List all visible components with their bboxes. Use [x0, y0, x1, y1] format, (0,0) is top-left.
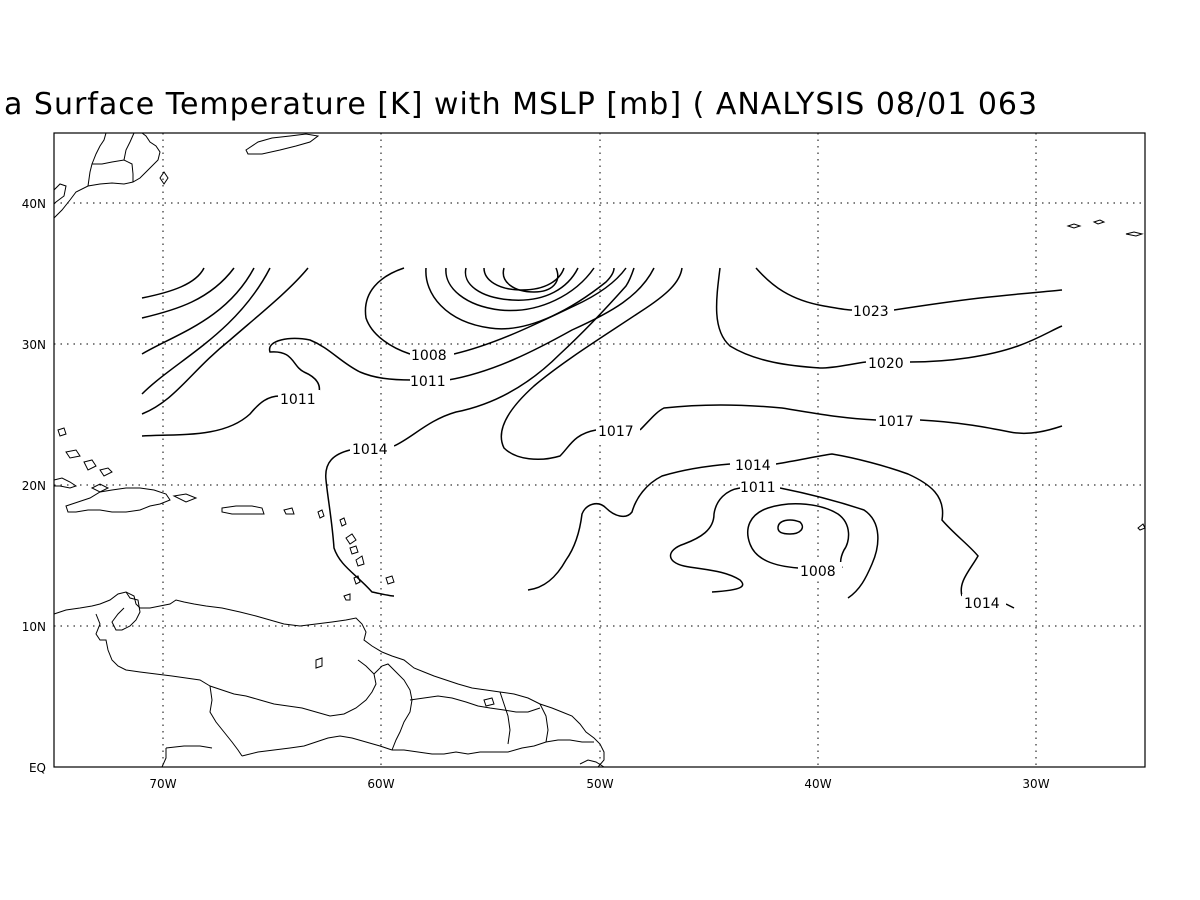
- contour-label: 1014: [735, 458, 771, 474]
- y-tick-label: 20N: [22, 479, 46, 493]
- graticule: [54, 133, 1145, 767]
- y-tick-label: 10N: [22, 620, 46, 634]
- contour-label: 1017: [878, 414, 914, 430]
- y-tick-label: EQ: [29, 761, 46, 775]
- x-tick-label: 70W: [149, 777, 176, 791]
- contour-label: 1011: [280, 392, 316, 408]
- x-axis-ticks: 70W 60W 50W 40W 30W: [149, 777, 1049, 791]
- contour-label: 1017: [598, 424, 634, 440]
- map-frame: [53, 132, 1146, 768]
- y-tick-label: 30N: [22, 338, 46, 352]
- isobars: [141, 267, 1063, 609]
- coastlines: [53, 132, 1146, 768]
- contour-label: 1020: [868, 356, 904, 372]
- contour-label: 1014: [352, 442, 388, 458]
- contour-label: 1014: [964, 596, 1000, 612]
- x-tick-label: 50W: [586, 777, 613, 791]
- contour-label-layer: 1023 1020 1017 1017 1014 1014 1014 1011 …: [278, 302, 1006, 612]
- x-tick-label: 60W: [367, 777, 394, 791]
- contour-label: 1011: [410, 374, 446, 390]
- y-tick-label: 40N: [22, 197, 46, 211]
- y-axis-ticks: EQ 10N 20N 30N 40N: [22, 197, 46, 775]
- contour-label: 1011: [740, 480, 776, 496]
- x-tick-label: 30W: [1022, 777, 1049, 791]
- x-tick-label: 40W: [804, 777, 831, 791]
- contour-label: 1023: [853, 304, 889, 320]
- contour-label: 1008: [800, 564, 836, 580]
- map-title: a Surface Temperature [K] with MSLP [mb]…: [4, 87, 1038, 122]
- contour-label: 1008: [411, 348, 447, 364]
